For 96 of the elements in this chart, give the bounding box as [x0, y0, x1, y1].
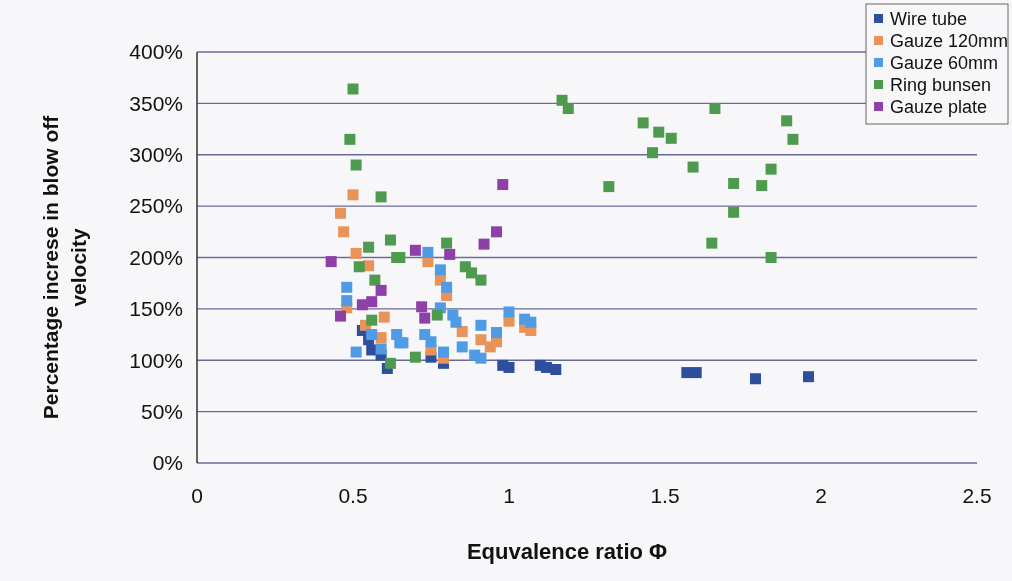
- y-tick-label: 100%: [129, 348, 183, 372]
- y-tick-label: 350%: [129, 91, 183, 115]
- y-tick-label: 50%: [140, 399, 183, 423]
- y-tick-label: 300%: [129, 143, 183, 167]
- point: [434, 264, 446, 276]
- point: [378, 311, 390, 323]
- point: [366, 314, 378, 326]
- point: [338, 226, 350, 238]
- y-tick-label: 250%: [129, 194, 183, 218]
- point: [478, 238, 490, 250]
- point: [562, 103, 574, 115]
- point: [497, 179, 509, 191]
- point: [441, 281, 453, 293]
- x-tick-label: 0.5: [338, 484, 368, 507]
- legend-label: Wire tube: [890, 9, 968, 30]
- point: [681, 367, 693, 379]
- point: [366, 296, 378, 308]
- point: [444, 248, 456, 260]
- point: [409, 244, 421, 256]
- point: [363, 241, 375, 253]
- point: [437, 346, 449, 358]
- point: [384, 234, 396, 246]
- point: [335, 310, 347, 322]
- point: [728, 206, 740, 218]
- point: [350, 346, 362, 358]
- point: [466, 267, 478, 279]
- point: [491, 226, 503, 238]
- point: [369, 274, 381, 286]
- point: [756, 180, 768, 192]
- point: [749, 373, 761, 385]
- point: [375, 284, 387, 296]
- point: [603, 181, 615, 193]
- point: [366, 329, 378, 341]
- point: [335, 207, 347, 219]
- point: [347, 189, 359, 201]
- point: [475, 274, 487, 286]
- point: [441, 237, 453, 249]
- legend-label: Gauze 120mm: [890, 31, 1009, 52]
- point: [422, 246, 434, 258]
- x-tick-label: 2: [815, 484, 827, 507]
- point: [765, 252, 777, 263]
- point: [503, 361, 515, 373]
- point: [325, 256, 337, 268]
- point: [687, 161, 699, 173]
- legend-label: Ring bunsen: [890, 75, 992, 96]
- point: [637, 117, 649, 129]
- point: [503, 306, 515, 318]
- point: [431, 309, 443, 321]
- x-tick-label: 1.5: [650, 484, 680, 507]
- x-tick-label: 0: [191, 484, 203, 507]
- point: [706, 237, 718, 249]
- point: [475, 319, 487, 331]
- y-axis-title: Percentage increse in blow off velocity: [39, 114, 90, 420]
- point: [787, 133, 799, 145]
- point: [475, 334, 487, 346]
- y-tick-label: 200%: [129, 245, 183, 269]
- point: [341, 295, 353, 307]
- point: [690, 367, 702, 379]
- point: [384, 357, 396, 369]
- point: [375, 343, 387, 355]
- point: [375, 332, 387, 344]
- legend-label: Gauze 60mm: [890, 53, 999, 74]
- point: [728, 178, 740, 190]
- point: [450, 316, 462, 328]
- point: [341, 281, 353, 293]
- point: [456, 341, 468, 353]
- point: [416, 301, 428, 313]
- legend-label: Gauze plate: [890, 97, 988, 118]
- point: [375, 191, 387, 203]
- x-axis-title: Equvalence ratio Φ: [466, 539, 668, 564]
- y-tick-label: 150%: [129, 297, 183, 321]
- point: [647, 147, 659, 159]
- point: [344, 133, 356, 145]
- point: [665, 132, 677, 144]
- x-tick-label: 1: [503, 484, 515, 507]
- point: [456, 325, 468, 337]
- point: [491, 327, 503, 339]
- point: [550, 364, 562, 375]
- point: [803, 371, 815, 383]
- y-tick-label: 400%: [129, 40, 183, 64]
- point: [350, 159, 362, 171]
- point: [525, 316, 537, 328]
- point: [347, 83, 359, 95]
- point: [765, 163, 777, 175]
- point: [425, 336, 437, 348]
- point: [781, 115, 793, 127]
- y-tick-label: 0%: [152, 451, 183, 475]
- point: [475, 352, 487, 364]
- point: [350, 247, 362, 259]
- point: [409, 351, 421, 363]
- x-tick-label: 2.5: [962, 484, 992, 507]
- point: [709, 103, 721, 115]
- point: [653, 126, 665, 138]
- point: [503, 315, 515, 327]
- point: [353, 261, 365, 273]
- point: [419, 312, 431, 324]
